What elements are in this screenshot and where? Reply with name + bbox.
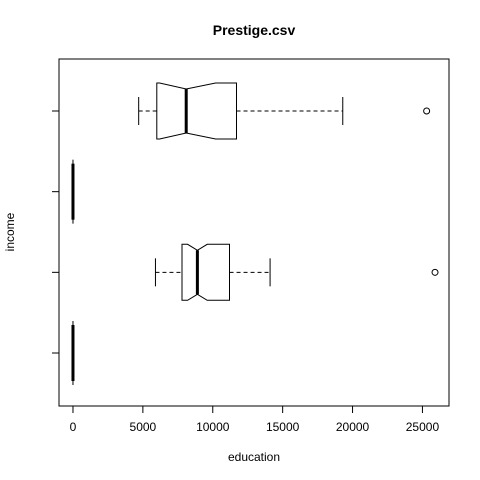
box-notched bbox=[181, 243, 230, 301]
outlier-point bbox=[423, 107, 431, 115]
x-axis-label: education bbox=[228, 450, 280, 464]
boxes-layer bbox=[71, 82, 439, 385]
x-tick-label: 10000 bbox=[196, 420, 230, 434]
x-tick-label: 20000 bbox=[336, 420, 370, 434]
x-tick-label: 15000 bbox=[266, 420, 300, 434]
y-axis-label: income bbox=[3, 212, 17, 251]
box-group bbox=[154, 243, 439, 301]
box-notched bbox=[156, 82, 237, 140]
x-tick-label: 0 bbox=[70, 420, 77, 434]
outlier-point bbox=[431, 268, 439, 276]
x-tick-label: 5000 bbox=[130, 420, 157, 434]
y-axis bbox=[52, 110, 60, 354]
x-axis: 0 5000 10000 15000 20000 25000 bbox=[70, 405, 440, 434]
box-group bbox=[138, 82, 431, 140]
chart-title: Prestige.csv bbox=[213, 22, 296, 38]
x-tick-label: 25000 bbox=[406, 420, 440, 434]
